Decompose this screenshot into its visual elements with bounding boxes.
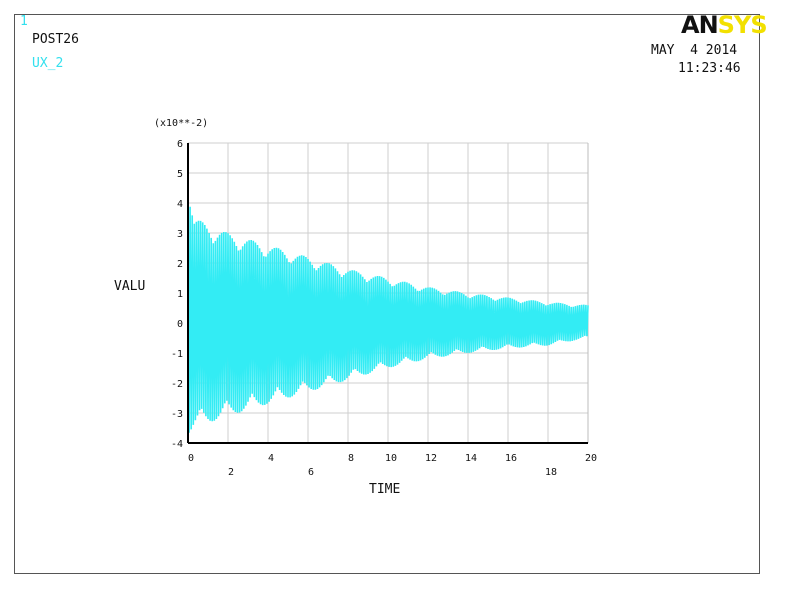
x-tick-label: 2 — [228, 467, 234, 478]
y-tick-label: 2 — [177, 259, 183, 270]
x-tick-label: 6 — [308, 467, 314, 478]
date-label: MAY 4 2014 — [651, 43, 738, 58]
logo-right: SYS — [717, 11, 768, 39]
x-tick-label: 4 — [268, 453, 274, 464]
y-tick-label: 6 — [177, 139, 183, 150]
y-tick-label: 4 — [177, 199, 183, 210]
variable-label: UX_2 — [32, 56, 64, 71]
window-number: 1 — [20, 14, 28, 29]
x-tick-label: 18 — [545, 467, 557, 478]
plot-frame — [14, 14, 760, 574]
x-tick-label: 16 — [505, 453, 517, 464]
y-axis-label: VALU — [114, 279, 145, 294]
ansys-logo: ANSYS — [681, 11, 768, 39]
y-tick-label: 3 — [177, 229, 183, 240]
y-tick-label: 0 — [177, 319, 183, 330]
y-tick-label: -2 — [171, 379, 183, 390]
x-axis-label: TIME — [369, 482, 400, 497]
series-line — [187, 199, 589, 433]
y-tick-label: 5 — [177, 169, 183, 180]
x-tick-label: 14 — [465, 453, 477, 464]
time-label: 11:23:46 — [678, 61, 741, 76]
y-tick-label: -1 — [171, 349, 183, 360]
series-ux-2 — [187, 199, 589, 433]
x-tick-label: 0 — [188, 453, 194, 464]
logo-left: AN — [681, 11, 719, 39]
program-label: POST26 — [32, 32, 79, 47]
y-tick-label: 1 — [177, 289, 183, 300]
x-tick-label: 12 — [425, 453, 437, 464]
x-tick-label: 10 — [385, 453, 397, 464]
y-tick-label: -3 — [171, 409, 183, 420]
x-tick-label: 20 — [585, 453, 597, 464]
axes — [187, 143, 588, 444]
y-tick-label: -4 — [171, 439, 183, 450]
y-multiplier-label: (x10**-2) — [154, 118, 208, 129]
x-tick-label: 8 — [348, 453, 354, 464]
